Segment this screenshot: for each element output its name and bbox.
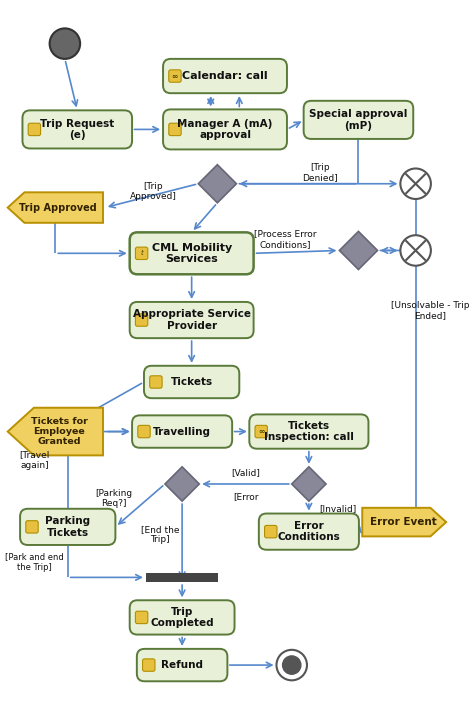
Text: Trip
Completed: Trip Completed <box>150 607 214 628</box>
Text: Travelling: Travelling <box>153 427 211 437</box>
FancyBboxPatch shape <box>144 366 239 398</box>
Polygon shape <box>362 508 446 536</box>
FancyBboxPatch shape <box>150 376 162 388</box>
FancyBboxPatch shape <box>22 111 132 148</box>
Circle shape <box>276 650 307 680</box>
Text: [Valid]: [Valid] <box>231 468 260 477</box>
Text: [Trip
Approved]: [Trip Approved] <box>130 181 177 201</box>
Text: [Invalid]: [Invalid] <box>319 504 356 513</box>
Text: t: t <box>140 250 143 257</box>
FancyBboxPatch shape <box>132 415 232 448</box>
Text: [Unsolvable - Trip
Ended]: [Unsolvable - Trip Ended] <box>391 301 469 320</box>
Polygon shape <box>8 192 103 223</box>
FancyBboxPatch shape <box>130 302 254 338</box>
Text: Error Event: Error Event <box>370 517 437 527</box>
Circle shape <box>401 168 431 199</box>
FancyBboxPatch shape <box>26 521 38 533</box>
Circle shape <box>50 28 80 59</box>
Polygon shape <box>165 467 199 501</box>
Polygon shape <box>292 467 326 501</box>
Text: [Trip
Denied]: [Trip Denied] <box>302 163 338 182</box>
FancyBboxPatch shape <box>169 123 181 136</box>
FancyBboxPatch shape <box>28 123 41 136</box>
Circle shape <box>401 235 431 266</box>
Text: Appropriate Service
Provider: Appropriate Service Provider <box>133 309 251 331</box>
Text: [Error: [Error <box>233 492 259 501</box>
Text: Trip Approved: Trip Approved <box>19 202 97 213</box>
Text: Tickets: Tickets <box>171 377 213 387</box>
Text: Trip Request
(e): Trip Request (e) <box>40 119 114 140</box>
Text: [Park and end
the Trip]: [Park and end the Trip] <box>5 552 64 572</box>
Text: Tickets
Inspection: call: Tickets Inspection: call <box>264 421 354 442</box>
Circle shape <box>283 656 301 675</box>
Text: [Process Error
Conditions]: [Process Error Conditions] <box>254 229 316 249</box>
Text: Manager A (mA)
approval: Manager A (mA) approval <box>177 119 273 140</box>
Text: Parking
Tickets: Parking Tickets <box>45 516 91 538</box>
Text: Calendar: call: Calendar: call <box>182 71 268 81</box>
FancyBboxPatch shape <box>137 649 228 681</box>
Text: ∞: ∞ <box>172 72 178 80</box>
Text: [Travel
again]: [Travel again] <box>19 450 50 470</box>
Polygon shape <box>8 408 103 455</box>
Text: Special approval
(mP): Special approval (mP) <box>309 109 408 131</box>
FancyBboxPatch shape <box>255 425 267 437</box>
FancyBboxPatch shape <box>163 59 287 93</box>
Text: Refund: Refund <box>161 660 203 670</box>
FancyBboxPatch shape <box>130 232 254 274</box>
FancyBboxPatch shape <box>163 109 287 150</box>
Text: Error
Conditions: Error Conditions <box>277 521 340 542</box>
FancyBboxPatch shape <box>264 526 277 538</box>
Polygon shape <box>198 165 237 203</box>
FancyBboxPatch shape <box>136 611 148 624</box>
FancyBboxPatch shape <box>136 314 148 326</box>
FancyBboxPatch shape <box>136 247 148 260</box>
FancyBboxPatch shape <box>146 573 219 582</box>
Polygon shape <box>339 231 377 270</box>
FancyBboxPatch shape <box>169 70 181 82</box>
Text: Tickets for
Employee
Granted: Tickets for Employee Granted <box>31 416 88 447</box>
FancyBboxPatch shape <box>138 425 150 437</box>
Text: [Parking
Req?]: [Parking Req?] <box>95 489 132 508</box>
FancyBboxPatch shape <box>130 600 235 635</box>
FancyBboxPatch shape <box>304 100 413 139</box>
FancyBboxPatch shape <box>143 659 155 671</box>
Text: CML Mobility
Services: CML Mobility Services <box>152 242 232 264</box>
FancyBboxPatch shape <box>20 509 115 545</box>
Text: [End the
Trip]: [End the Trip] <box>141 525 180 544</box>
FancyBboxPatch shape <box>259 513 359 549</box>
Text: ∞: ∞ <box>258 427 264 436</box>
FancyBboxPatch shape <box>249 414 368 449</box>
